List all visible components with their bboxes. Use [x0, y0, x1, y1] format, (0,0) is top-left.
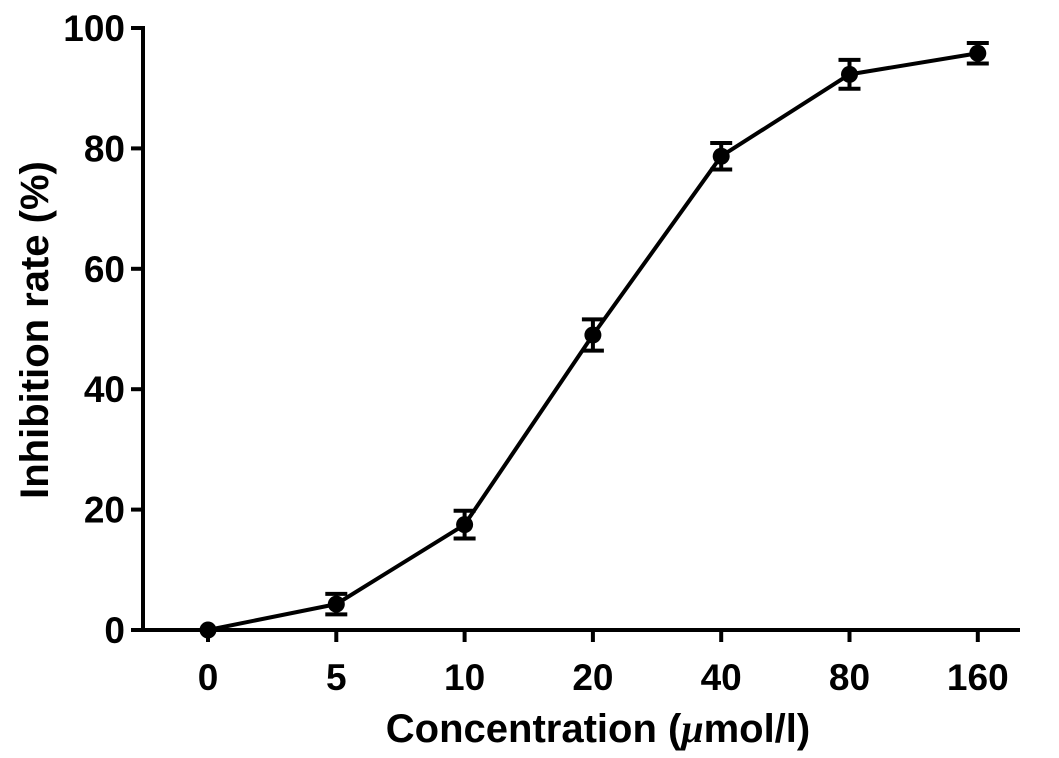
x-tick-label-5: 5 — [326, 657, 347, 698]
x-tick-label-160: 160 — [947, 657, 1009, 698]
y-tick-label-80: 80 — [84, 128, 125, 169]
data-point-40 — [712, 147, 730, 165]
data-point-80 — [841, 65, 858, 83]
x-axis-label-mu: μ — [679, 706, 703, 751]
x-tick-label-10: 10 — [444, 657, 485, 698]
data-point-0 — [199, 621, 217, 639]
data-point-5 — [327, 595, 345, 613]
x-axis-label-suffix: mol/l) — [704, 707, 811, 751]
y-axis-ticks: 0 20 40 60 80 100 — [63, 8, 143, 651]
data-series — [199, 41, 989, 639]
y-axis-label: Inhibition rate (%) — [13, 161, 57, 499]
y-tick-label-100: 100 — [63, 8, 125, 49]
x-tick-label-40: 40 — [701, 657, 742, 698]
y-tick-label-0: 0 — [104, 610, 125, 651]
axes — [141, 26, 1020, 632]
x-axis-ticks: 0 5 10 20 40 80 160 — [198, 630, 1009, 698]
x-tick-label-0: 0 — [198, 657, 219, 698]
x-axis-label-prefix: Concentration ( — [386, 707, 682, 751]
data-point-10 — [456, 516, 474, 534]
y-tick-label-20: 20 — [84, 490, 125, 531]
y-tick-label-40: 40 — [84, 369, 125, 410]
data-point-20 — [584, 326, 602, 344]
data-point-160 — [969, 44, 987, 62]
x-tick-label-80: 80 — [829, 657, 870, 698]
x-tick-label-20: 20 — [572, 657, 613, 698]
y-tick-label-60: 60 — [84, 249, 125, 290]
x-axis-label: Concentration (μmol/l) — [386, 706, 810, 751]
